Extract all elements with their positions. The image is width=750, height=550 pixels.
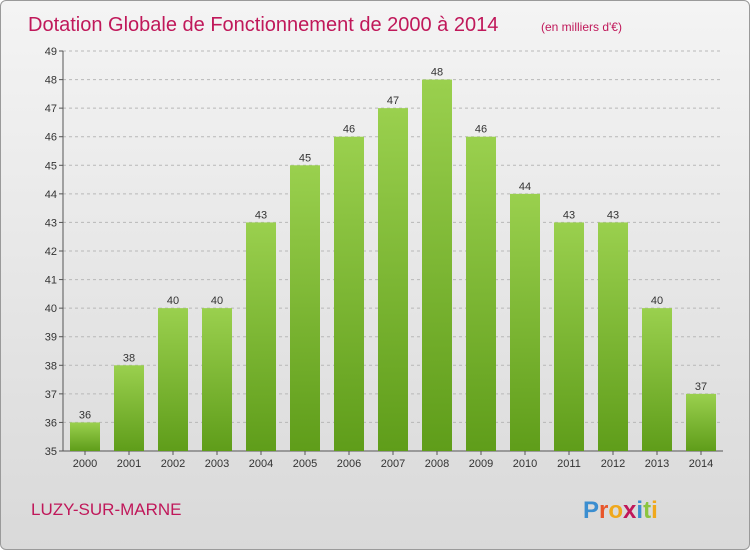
bar xyxy=(246,222,276,451)
x-tick-label: 2002 xyxy=(161,458,185,470)
x-tick-label: 2011 xyxy=(557,458,581,470)
y-tick-label: 42 xyxy=(45,246,57,258)
bar xyxy=(422,79,452,452)
label-layer: 2000 36 2001 38 2002 40 2003 40 2004 43 2005 45 2006… xyxy=(73,67,713,470)
y-tick-label: 41 xyxy=(45,275,57,287)
y-tick-label: 37 xyxy=(45,389,57,401)
y-tick-label: 48 xyxy=(45,75,57,87)
bar xyxy=(290,165,320,452)
bar-value-label: 40 xyxy=(651,295,663,307)
bar xyxy=(334,136,364,451)
x-tick-label: 2008 xyxy=(425,458,449,470)
bar-value-label: 46 xyxy=(475,124,487,136)
bar xyxy=(466,136,496,451)
bar-value-label: 36 xyxy=(79,409,91,421)
y-tick-label: 39 xyxy=(45,332,57,344)
logo-letter: x xyxy=(623,497,637,524)
chart-unit-label: (en milliers d'€) xyxy=(541,20,622,34)
y-tick-label: 38 xyxy=(45,360,57,372)
y-tick-label: 47 xyxy=(45,103,57,115)
bar xyxy=(378,108,408,452)
bar xyxy=(510,193,540,451)
logo-letter: o xyxy=(608,497,623,524)
bar xyxy=(70,422,100,451)
x-tick-label: 2000 xyxy=(73,458,97,470)
logo-letter: P xyxy=(583,497,599,524)
x-tick-label: 2007 xyxy=(381,458,405,470)
y-tick-label: 44 xyxy=(45,189,57,201)
chart-title: Dotation Globale de Fonctionnement de 20… xyxy=(28,14,498,36)
x-tick-label: 2004 xyxy=(249,458,273,470)
y-tick-label: 35 xyxy=(45,446,57,458)
y-tick-label: 36 xyxy=(45,417,57,429)
x-tick-label: 2009 xyxy=(469,458,493,470)
proxiti-logo: Proxiti xyxy=(583,497,658,524)
logo-letter: i xyxy=(636,497,643,524)
bar xyxy=(114,365,144,451)
bar-value-label: 40 xyxy=(167,295,179,307)
x-tick-label: 2010 xyxy=(513,458,537,470)
commune-name: LUZY-SUR-MARNE xyxy=(31,500,182,519)
y-tick-label: 43 xyxy=(45,217,57,229)
bar xyxy=(202,308,232,451)
x-tick-label: 2003 xyxy=(205,458,229,470)
y-tick-label: 46 xyxy=(45,132,57,144)
bar-value-label: 37 xyxy=(695,381,707,393)
bar-value-label: 43 xyxy=(607,209,619,221)
bar-value-label: 38 xyxy=(123,352,135,364)
x-tick-label: 2001 xyxy=(117,458,141,470)
x-tick-label: 2012 xyxy=(601,458,625,470)
y-tick-label: 49 xyxy=(45,46,57,58)
bar xyxy=(158,308,188,451)
x-tick-label: 2014 xyxy=(689,458,713,470)
bar xyxy=(554,222,584,451)
logo-letter: i xyxy=(651,497,658,524)
bar-value-label: 43 xyxy=(255,209,267,221)
x-tick-label: 2005 xyxy=(293,458,317,470)
bar-value-label: 48 xyxy=(431,67,443,79)
bar-value-label: 40 xyxy=(211,295,223,307)
x-tick-label: 2006 xyxy=(337,458,361,470)
bar-value-label: 45 xyxy=(299,152,311,164)
bar-value-label: 47 xyxy=(387,95,399,107)
bar-value-label: 44 xyxy=(519,181,531,193)
bar-value-label: 46 xyxy=(343,124,355,136)
logo-letter: r xyxy=(599,497,608,524)
bar-value-label: 43 xyxy=(563,209,575,221)
bar xyxy=(598,222,628,451)
logo-letter: t xyxy=(643,497,651,524)
bar-layer xyxy=(70,79,716,452)
x-tick-label: 2013 xyxy=(645,458,669,470)
bar xyxy=(642,308,672,451)
bar xyxy=(686,393,716,451)
y-tick-label: 45 xyxy=(45,160,57,172)
y-tick-label: 40 xyxy=(45,303,57,315)
